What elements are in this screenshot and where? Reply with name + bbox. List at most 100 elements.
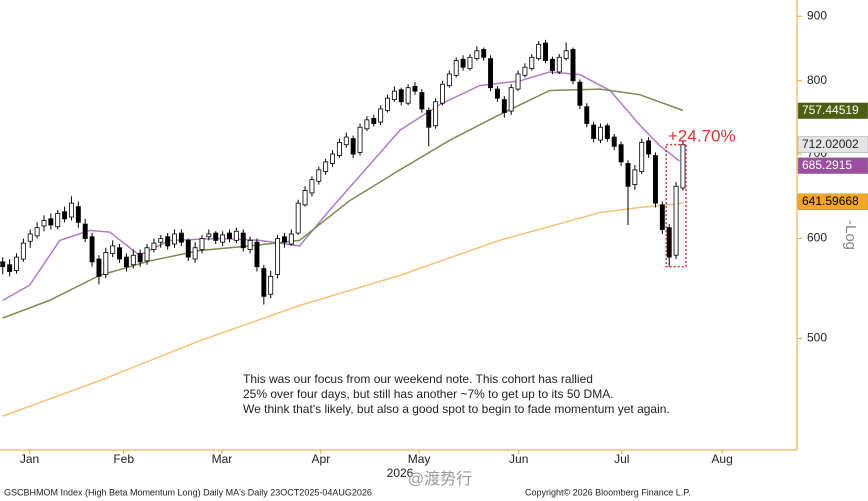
candle-body (336, 141, 342, 156)
candle-body (75, 206, 81, 223)
candle-body (178, 232, 184, 243)
moving-average (2, 88, 684, 319)
candle-body (130, 254, 136, 266)
x-tick-label: Feb (113, 452, 134, 466)
watermark: @渡势行 (408, 470, 472, 488)
candle-body (529, 56, 535, 69)
candle-body (570, 49, 576, 82)
candle-body (440, 83, 445, 104)
candle-body (433, 101, 439, 127)
candle-body (659, 204, 665, 230)
x-tick-label: Mar (212, 452, 233, 466)
candle-body (494, 88, 500, 99)
scale-label: -Log (842, 220, 859, 250)
candle-body (14, 256, 19, 271)
price-tag-label: 757.44519 (802, 103, 859, 117)
candle-body (62, 211, 68, 220)
candle-body (639, 141, 645, 172)
candle-body (343, 136, 349, 146)
candle-body (460, 58, 466, 68)
candle-body (295, 202, 301, 234)
x-tick-label: May (408, 452, 431, 466)
x-tick-label: Jul (614, 452, 629, 466)
candle-body (68, 202, 74, 218)
candle-body (357, 126, 363, 153)
candle-body (412, 85, 418, 92)
candle-body (220, 234, 226, 243)
candle-body (563, 50, 569, 60)
candle-body (227, 232, 232, 239)
candle-body (391, 90, 397, 101)
price-tag (797, 157, 868, 174)
candle-body (405, 87, 411, 104)
y-tick-label: 600 (807, 231, 827, 245)
note-line: We think that's likely, but also a good … (243, 402, 670, 416)
candle-body (618, 144, 624, 163)
rally-box (665, 143, 687, 268)
candle-body (151, 242, 157, 251)
candle-body (158, 238, 164, 243)
candle-body (598, 126, 603, 141)
candle-body (501, 99, 507, 113)
annotation: +24.70% (668, 126, 736, 145)
candle-body (172, 233, 177, 245)
candle-body (446, 73, 452, 87)
candle-body (653, 155, 658, 204)
candle-body (419, 92, 425, 110)
candle-body (584, 106, 590, 124)
candle-body (165, 236, 171, 247)
x-tick-label: Apr (312, 452, 331, 466)
candle-body (426, 109, 432, 128)
y-tick-label: 500 (807, 331, 827, 345)
candle-body (281, 236, 287, 243)
candle-body (309, 179, 315, 194)
price-tag (797, 193, 868, 211)
candle-body (20, 242, 26, 260)
year-label: 2026 (387, 466, 414, 480)
candle-body (453, 60, 459, 76)
moving-average (2, 202, 684, 417)
candle-body (549, 58, 555, 72)
x-tick-label: Jan (20, 452, 39, 466)
candle-body (268, 275, 274, 295)
candle-body (55, 213, 61, 228)
candle-body (488, 58, 494, 89)
candle-body (673, 185, 679, 256)
price-tag-label: 685.2915 (802, 158, 852, 172)
candle-body (591, 124, 597, 139)
candle-body (378, 108, 384, 123)
candle-body (96, 258, 102, 277)
candle-body (261, 268, 267, 297)
candle-body (398, 89, 404, 103)
candle-body (666, 227, 672, 258)
candle-body (316, 169, 322, 182)
candle-body (199, 238, 205, 251)
candle-body (385, 97, 390, 111)
candle-body (185, 239, 191, 258)
candle-body (0, 261, 6, 268)
candle-body (577, 81, 583, 106)
candle-body (89, 236, 95, 263)
candle-body (144, 247, 150, 262)
candle-body (330, 153, 336, 164)
price-tag-label: 641.59668 (802, 194, 859, 208)
candle-body (117, 247, 123, 260)
candle-body (275, 238, 281, 275)
footer-right: Copyright© 2026 Bloomberg Finance L.P. (525, 487, 691, 497)
candle-body (247, 239, 253, 251)
candle-body (233, 230, 239, 241)
price-tag (797, 136, 868, 153)
candle-body (508, 87, 514, 112)
candle-body (192, 247, 198, 260)
candle-body (240, 232, 246, 249)
candle-body (123, 256, 129, 268)
y-tick-label: 800 (807, 73, 827, 87)
candle-body (556, 56, 562, 73)
candle-body (371, 117, 377, 124)
candle-body (41, 220, 47, 227)
candle-body (48, 218, 54, 226)
candle-body (323, 161, 329, 172)
candle-body (522, 66, 528, 76)
candle-body (680, 144, 686, 189)
